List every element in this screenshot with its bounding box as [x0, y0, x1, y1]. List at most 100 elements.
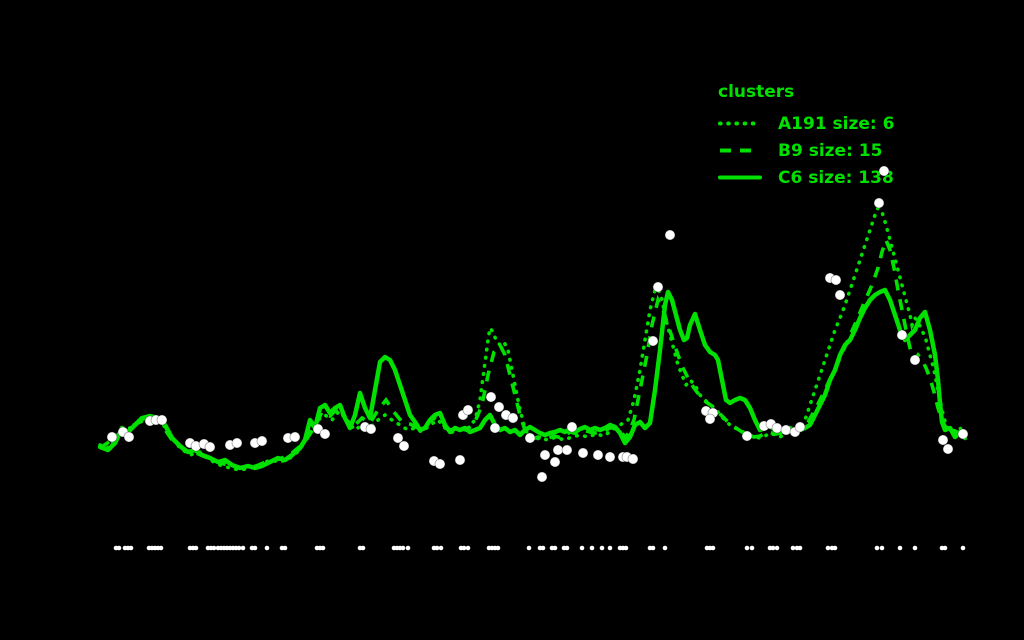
- rug-mark: [749, 545, 755, 551]
- data-point: [704, 413, 716, 425]
- rug-mark: [620, 545, 626, 551]
- rug-mark: [794, 545, 800, 551]
- data-point: [621, 451, 633, 463]
- rug-mark: [360, 545, 366, 551]
- data-point: [617, 451, 629, 463]
- rug-mark: [832, 545, 838, 551]
- data-point: [942, 443, 954, 455]
- data-point: [256, 435, 268, 447]
- data-point: [824, 272, 836, 284]
- rug-mark: [122, 545, 128, 551]
- data-point: [398, 440, 410, 452]
- rug-mark: [599, 545, 605, 551]
- data-point: [249, 437, 261, 449]
- data-point: [489, 422, 501, 434]
- rug-mark: [320, 545, 326, 551]
- rug-mark: [707, 545, 713, 551]
- rug-mark: [540, 545, 546, 551]
- data-point: [794, 421, 806, 433]
- data-point: [830, 274, 842, 286]
- data-point: [231, 437, 243, 449]
- cluster-line-A191: [98, 204, 967, 472]
- dashed-line-sample-icon: [720, 148, 760, 153]
- rug-mark: [486, 545, 492, 551]
- dotted-line-sample-icon: [718, 121, 762, 126]
- rug-mark: [397, 545, 403, 551]
- data-point: [454, 454, 466, 466]
- rug-mark: [405, 545, 411, 551]
- rug-mark: [767, 545, 773, 551]
- rug-mark: [662, 545, 668, 551]
- rug-mark: [770, 545, 776, 551]
- data-point: [319, 428, 331, 440]
- data-point: [106, 431, 118, 443]
- rug-mark: [158, 545, 164, 551]
- rug-mark: [128, 545, 134, 551]
- rug-mark: [650, 545, 656, 551]
- rug-mark: [495, 545, 501, 551]
- data-point: [156, 414, 168, 426]
- rug-mark: [394, 545, 400, 551]
- data-point: [896, 329, 908, 341]
- data-point: [485, 391, 497, 403]
- data-point: [552, 444, 564, 456]
- data-point: [434, 458, 446, 470]
- rug-mark: [205, 545, 211, 551]
- rug-mark: [221, 545, 227, 551]
- rug-mark: [227, 545, 233, 551]
- data-point: [493, 401, 505, 413]
- data-point: [198, 438, 210, 450]
- rug-mark: [208, 545, 214, 551]
- solid-line-sample-icon: [718, 175, 762, 180]
- legend-label-a191: A191 size: 6: [778, 113, 895, 134]
- rug-mark: [617, 545, 623, 551]
- legend-entry-a191: A191 size: 6: [718, 110, 894, 137]
- rug-mark: [579, 545, 585, 551]
- data-point: [873, 197, 885, 209]
- rug-mark: [187, 545, 193, 551]
- rug-mark: [236, 545, 242, 551]
- rug-mark: [561, 545, 567, 551]
- rug-mark: [146, 545, 152, 551]
- rug-mark: [774, 545, 780, 551]
- rug-mark: [155, 545, 161, 551]
- rug-mark: [710, 545, 716, 551]
- data-point: [289, 431, 301, 443]
- data-point: [566, 421, 578, 433]
- rug-mark: [193, 545, 199, 551]
- rug-mark: [116, 545, 122, 551]
- rug-mark: [230, 545, 236, 551]
- data-point: [909, 354, 921, 366]
- data-point: [117, 426, 129, 438]
- data-point: [789, 426, 801, 438]
- rug-mark: [790, 545, 796, 551]
- rug-mark: [125, 545, 131, 551]
- data-point: [312, 423, 324, 435]
- rug-mark: [465, 545, 471, 551]
- data-point: [627, 453, 639, 465]
- rug-mark: [879, 545, 885, 551]
- rug-mark: [489, 545, 495, 551]
- data-point: [707, 407, 719, 419]
- data-point: [771, 422, 783, 434]
- data-point: [224, 439, 236, 451]
- rug-mark: [942, 545, 948, 551]
- data-point: [957, 428, 969, 440]
- rug-mark: [282, 545, 288, 551]
- data-point: [282, 432, 294, 444]
- rug-mark: [960, 545, 966, 551]
- rug-mark: [939, 545, 945, 551]
- rug-mark: [438, 545, 444, 551]
- rug-mark: [249, 545, 255, 551]
- data-point: [652, 281, 664, 293]
- legend: clusters A191 size: 6 B9 size: 15 C6 siz…: [718, 82, 894, 191]
- data-point: [758, 420, 770, 432]
- data-point: [392, 432, 404, 444]
- rug-mark: [431, 545, 437, 551]
- data-point: [664, 229, 676, 241]
- rug-mark: [152, 545, 158, 551]
- rug-mark: [492, 545, 498, 551]
- rug-mark: [623, 545, 629, 551]
- rug-mark: [526, 545, 532, 551]
- rug-mark: [149, 545, 155, 551]
